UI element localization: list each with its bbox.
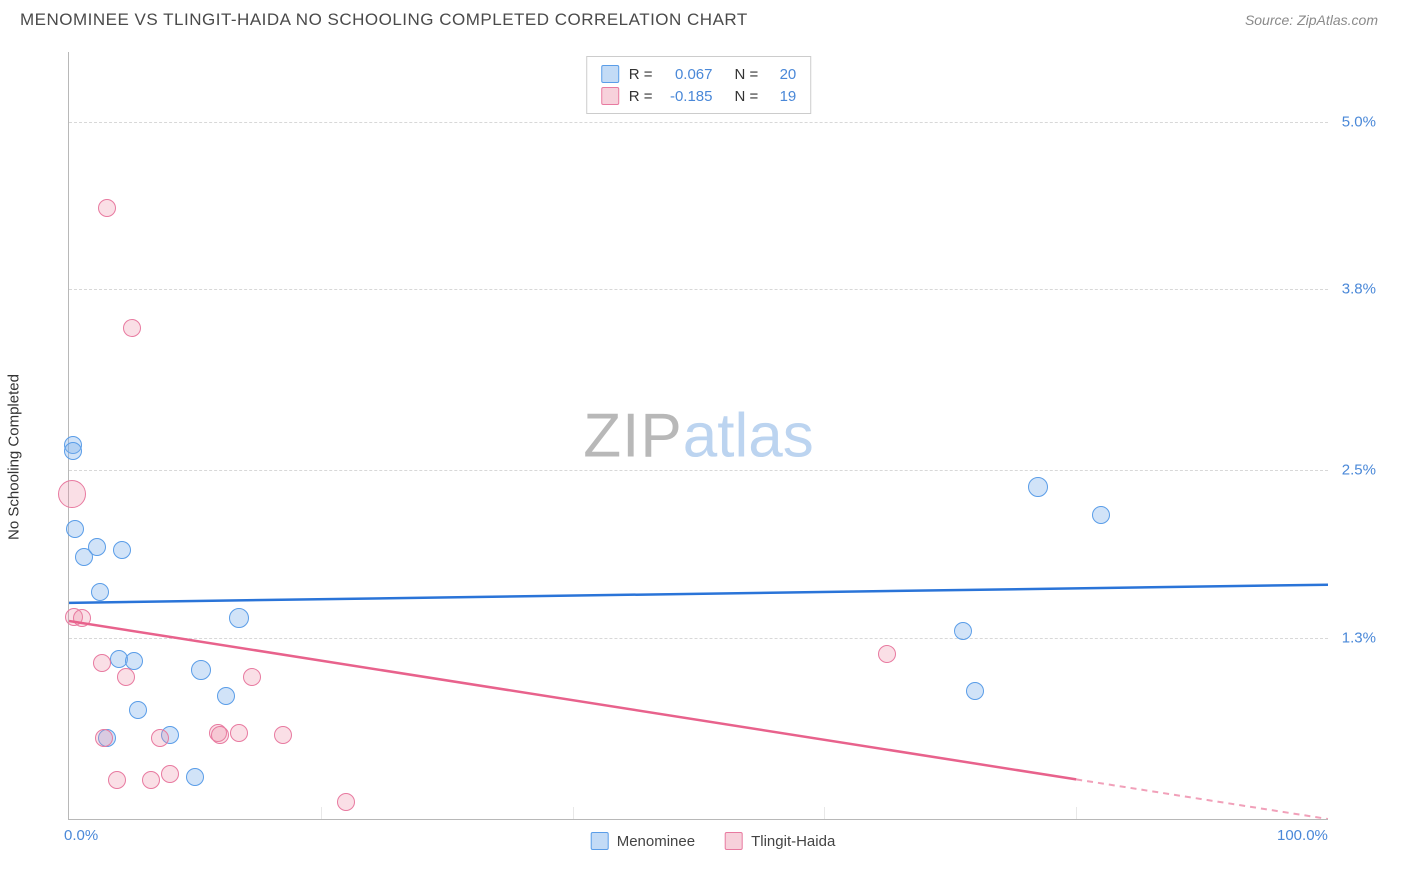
data-point-blue bbox=[186, 768, 204, 786]
legend-correlation-box: R = 0.067 N = 20 R = -0.185 N = 19 bbox=[586, 56, 812, 114]
r-value-menominee: 0.067 bbox=[663, 66, 713, 83]
data-point-pink bbox=[142, 771, 160, 789]
y-tick-label: 3.8% bbox=[1342, 281, 1376, 298]
source-attribution: Source: ZipAtlas.com bbox=[1245, 12, 1378, 28]
data-point-pink bbox=[211, 726, 229, 744]
legend-item-menominee: Menominee bbox=[591, 832, 695, 850]
data-point-pink bbox=[58, 480, 86, 508]
n-value-menominee: 20 bbox=[768, 66, 796, 83]
data-point-pink bbox=[878, 645, 896, 663]
data-point-pink bbox=[151, 729, 169, 747]
plot-area: ZIPatlas R = 0.067 N = 20 R = -0.185 N =… bbox=[68, 52, 1328, 820]
data-point-pink bbox=[161, 765, 179, 783]
swatch-blue-icon bbox=[591, 832, 609, 850]
gridline-vertical bbox=[1076, 807, 1077, 819]
legend-label-tlingit: Tlingit-Haida bbox=[751, 833, 835, 850]
data-point-blue bbox=[113, 541, 131, 559]
trend-lines-svg bbox=[69, 52, 1328, 819]
chart-title: MENOMINEE VS TLINGIT-HAIDA NO SCHOOLING … bbox=[20, 10, 748, 30]
r-label: R = bbox=[629, 66, 653, 83]
gridline-horizontal bbox=[69, 638, 1328, 639]
data-point-blue bbox=[229, 608, 249, 628]
legend-bottom: Menominee Tlingit-Haida bbox=[591, 832, 836, 850]
gridline-horizontal bbox=[69, 122, 1328, 123]
trend-line bbox=[69, 585, 1328, 603]
data-point-blue bbox=[191, 660, 211, 680]
data-point-blue bbox=[217, 687, 235, 705]
data-point-blue bbox=[966, 682, 984, 700]
data-point-pink bbox=[108, 771, 126, 789]
swatch-pink-icon bbox=[725, 832, 743, 850]
y-tick-label: 5.0% bbox=[1342, 113, 1376, 130]
watermark-zip: ZIP bbox=[583, 401, 682, 470]
data-point-pink bbox=[123, 319, 141, 337]
data-point-blue bbox=[91, 583, 109, 601]
x-tick-label: 100.0% bbox=[1277, 827, 1328, 844]
legend-row-tlingit: R = -0.185 N = 19 bbox=[601, 85, 797, 107]
n-label: N = bbox=[735, 88, 759, 105]
chart-container: No Schooling Completed ZIPatlas R = 0.06… bbox=[48, 52, 1378, 862]
n-label: N = bbox=[735, 66, 759, 83]
data-point-pink bbox=[93, 654, 111, 672]
data-point-pink bbox=[243, 668, 261, 686]
data-point-pink bbox=[95, 729, 113, 747]
data-point-blue bbox=[66, 520, 84, 538]
data-point-blue bbox=[1092, 506, 1110, 524]
y-tick-label: 1.3% bbox=[1342, 629, 1376, 646]
n-value-tlingit: 19 bbox=[768, 88, 796, 105]
r-label: R = bbox=[629, 88, 653, 105]
y-axis-label: No Schooling Completed bbox=[6, 374, 23, 540]
data-point-blue bbox=[64, 442, 82, 460]
legend-row-menominee: R = 0.067 N = 20 bbox=[601, 63, 797, 85]
watermark-atlas: atlas bbox=[683, 401, 814, 470]
data-point-pink bbox=[98, 199, 116, 217]
data-point-pink bbox=[117, 668, 135, 686]
legend-item-tlingit: Tlingit-Haida bbox=[725, 832, 835, 850]
gridline-vertical bbox=[321, 807, 322, 819]
gridline-horizontal bbox=[69, 289, 1328, 290]
data-point-pink bbox=[337, 793, 355, 811]
data-point-blue bbox=[88, 538, 106, 556]
r-value-tlingit: -0.185 bbox=[663, 88, 713, 105]
swatch-pink-icon bbox=[601, 87, 619, 105]
x-tick-label: 0.0% bbox=[64, 827, 98, 844]
gridline-horizontal bbox=[69, 470, 1328, 471]
data-point-blue bbox=[954, 622, 972, 640]
data-point-pink bbox=[274, 726, 292, 744]
y-tick-label: 2.5% bbox=[1342, 462, 1376, 479]
swatch-blue-icon bbox=[601, 65, 619, 83]
data-point-pink bbox=[73, 609, 91, 627]
watermark: ZIPatlas bbox=[583, 400, 813, 471]
data-point-pink bbox=[230, 724, 248, 742]
gridline-vertical bbox=[824, 807, 825, 819]
gridline-vertical bbox=[573, 807, 574, 819]
legend-label-menominee: Menominee bbox=[617, 833, 695, 850]
trend-line-dashed bbox=[1076, 779, 1328, 819]
data-point-blue bbox=[129, 701, 147, 719]
data-point-blue bbox=[1028, 477, 1048, 497]
